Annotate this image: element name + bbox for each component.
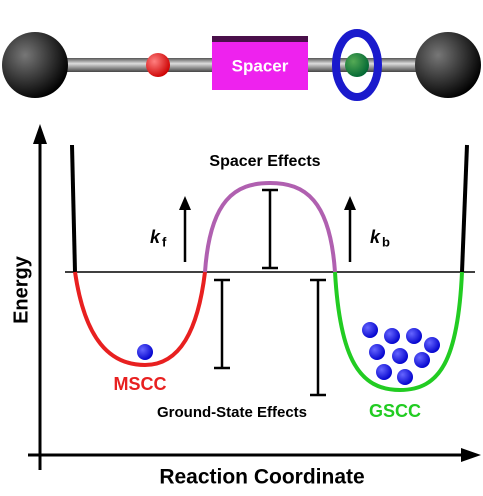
bar [262, 190, 278, 268]
arrowhead [461, 448, 481, 462]
state-label: MSCC [114, 374, 167, 394]
state-label: GSCC [369, 401, 421, 421]
bar [310, 280, 326, 395]
arrowhead [344, 196, 356, 210]
well-label: Ground-State Effects [157, 404, 307, 421]
rate-subscript: b [382, 234, 390, 249]
rate-symbol: k [370, 227, 381, 247]
spacer-label: Spacer [232, 56, 289, 75]
wall [72, 145, 75, 272]
station [146, 53, 170, 77]
gscc-well [335, 272, 462, 390]
spacer-top [212, 36, 308, 43]
rate-symbol: k [150, 227, 161, 247]
wall [462, 145, 467, 272]
arrowhead [179, 196, 191, 210]
y-axis-label: Energy [10, 255, 32, 324]
stopper [415, 32, 481, 98]
population [137, 322, 440, 385]
rate-subscript: f [162, 234, 167, 249]
molecule: Spacer [2, 32, 481, 98]
station [345, 53, 369, 77]
stopper [2, 32, 68, 98]
x-axis-label: Reaction Coordinate [159, 466, 364, 489]
bar [214, 280, 230, 368]
barrier-label: Spacer Effects [209, 153, 320, 170]
figure: Spacer Energy Reaction Coordinate Spacer… [0, 0, 483, 491]
arrowhead [33, 124, 47, 144]
